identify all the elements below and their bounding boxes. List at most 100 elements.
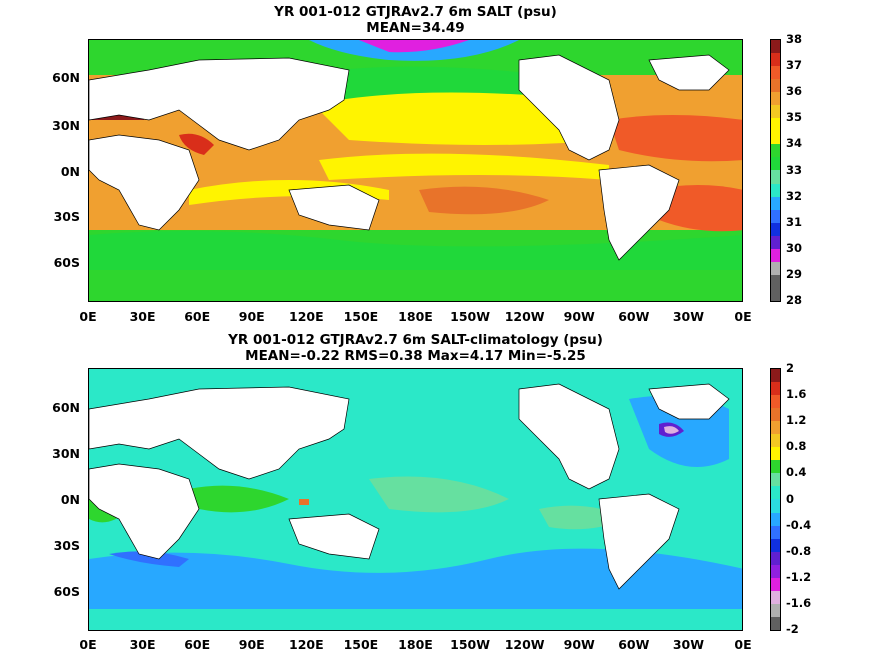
lon-label: 60E [184,637,211,652]
colorbar-swatch [771,473,780,487]
lat-label: 30N [52,118,80,133]
colorbar-label: 0.8 [786,439,807,454]
lon-label: 180E [398,309,433,324]
colorbar-label: 32 [786,188,803,203]
lon-label: 150W [450,309,491,324]
panel2-subtitle: MEAN=-0.22 RMS=0.38 Max=4.17 Min=-5.25 [245,348,586,364]
lon-label: 120W [504,637,545,652]
lon-label: 120E [289,637,324,652]
colorbar-swatch [771,261,780,275]
colorbar-label: 1.6 [786,387,807,402]
lon-label: 180E [398,637,433,652]
lon-label: 120W [504,309,545,324]
colorbar-swatch [771,369,780,383]
lon-label: 90W [563,309,595,324]
lat-label: 60S [53,584,80,599]
colorbar-swatch [771,183,780,197]
colorbar-swatch [771,577,780,591]
colorbar-swatch [771,92,780,106]
lon-label: 0E [79,637,97,652]
lon-label: 30E [129,309,156,324]
lon-label: 60W [618,637,650,652]
colorbar-label: 31 [786,214,803,229]
colorbar-swatch [771,434,780,448]
colorbar-swatch [771,408,780,422]
colorbar-label: 33 [786,162,803,177]
colorbar-swatch [771,564,780,578]
colorbar-swatch [771,590,780,604]
colorbar-swatch [771,209,780,223]
colorbar-swatch [771,538,780,552]
colorbar-label: 0.4 [786,465,807,480]
colorbar-swatch [771,460,780,474]
colorbar-swatch [771,40,780,54]
lon-label: 90W [563,637,595,652]
lon-label: 60E [184,309,211,324]
colorbar-swatch [771,196,780,210]
colorbar-label: -1.2 [786,569,812,584]
colorbar-label: 34 [786,136,803,151]
colorbar-swatch [771,551,780,565]
colorbar-label: 0 [786,491,795,506]
colorbar-label: -1.6 [786,595,812,610]
panel1-title: YR 001-012 GTJRAv2.7 6m SALT (psu) [274,4,557,20]
colorbar-swatch [771,144,780,158]
colorbar-label: -0.8 [786,543,812,558]
colorbar-label: 2 [786,361,795,375]
lon-label: 30E [129,637,156,652]
lat-label: 30N [52,446,80,461]
lon-label: 0E [734,637,752,652]
colorbar-swatch [771,131,780,145]
colorbar-swatch [771,118,780,132]
colorbar-swatch [771,603,780,617]
colorbar-swatch [771,525,780,539]
colorbar-swatch [771,53,780,67]
colorbar-label: -0.4 [786,517,812,532]
colorbar-label: 36 [786,84,803,99]
colorbar-swatch [771,222,780,236]
panel2-title: YR 001-012 GTJRAv2.7 6m SALT-climatology… [228,332,603,348]
panel1-salinity-map [88,39,743,302]
lon-label: 30W [672,637,704,652]
lon-label: 120E [289,309,324,324]
colorbar-label: 29 [786,266,803,281]
panel2-anomaly-map [88,368,743,631]
colorbar-swatch [771,157,780,171]
colorbar-swatch [771,287,780,301]
colorbar-swatch [771,79,780,93]
colorbar-swatch [771,248,780,262]
lon-label: 0E [79,309,97,324]
lon-label: 150E [343,637,379,652]
panel2-colorbar [770,368,781,631]
lat-label: 0N [60,164,80,179]
colorbar-label: 30 [786,240,803,255]
lon-label: 150E [343,309,379,324]
colorbar-swatch [771,486,780,500]
colorbar-swatch [771,395,780,409]
lat-label: 60N [52,400,80,415]
colorbar-label: 35 [786,110,803,125]
colorbar-label: 38 [786,32,803,46]
colorbar-label: 28 [786,293,803,307]
lon-label: 0E [734,309,752,324]
lon-label: 30W [672,309,704,324]
panel1-colorbar [770,39,781,302]
colorbar-swatch [771,382,780,396]
colorbar-swatch [771,235,780,249]
colorbar-swatch [771,421,780,435]
lat-label: 30S [53,538,80,553]
colorbar-label: 37 [786,58,803,73]
lat-label: 60S [53,255,80,270]
lon-label: 60W [618,309,650,324]
lon-label: 90E [238,637,265,652]
panel1-subtitle: MEAN=34.49 [366,20,465,36]
colorbar-label: 1.2 [786,413,807,428]
colorbar-swatch [771,616,780,630]
colorbar-swatch [771,66,780,80]
colorbar-swatch [771,447,780,461]
colorbar-swatch [771,170,780,184]
lon-label: 150W [450,637,491,652]
lat-label: 30S [53,209,80,224]
colorbar-swatch [771,105,780,119]
colorbar-swatch [771,499,780,513]
